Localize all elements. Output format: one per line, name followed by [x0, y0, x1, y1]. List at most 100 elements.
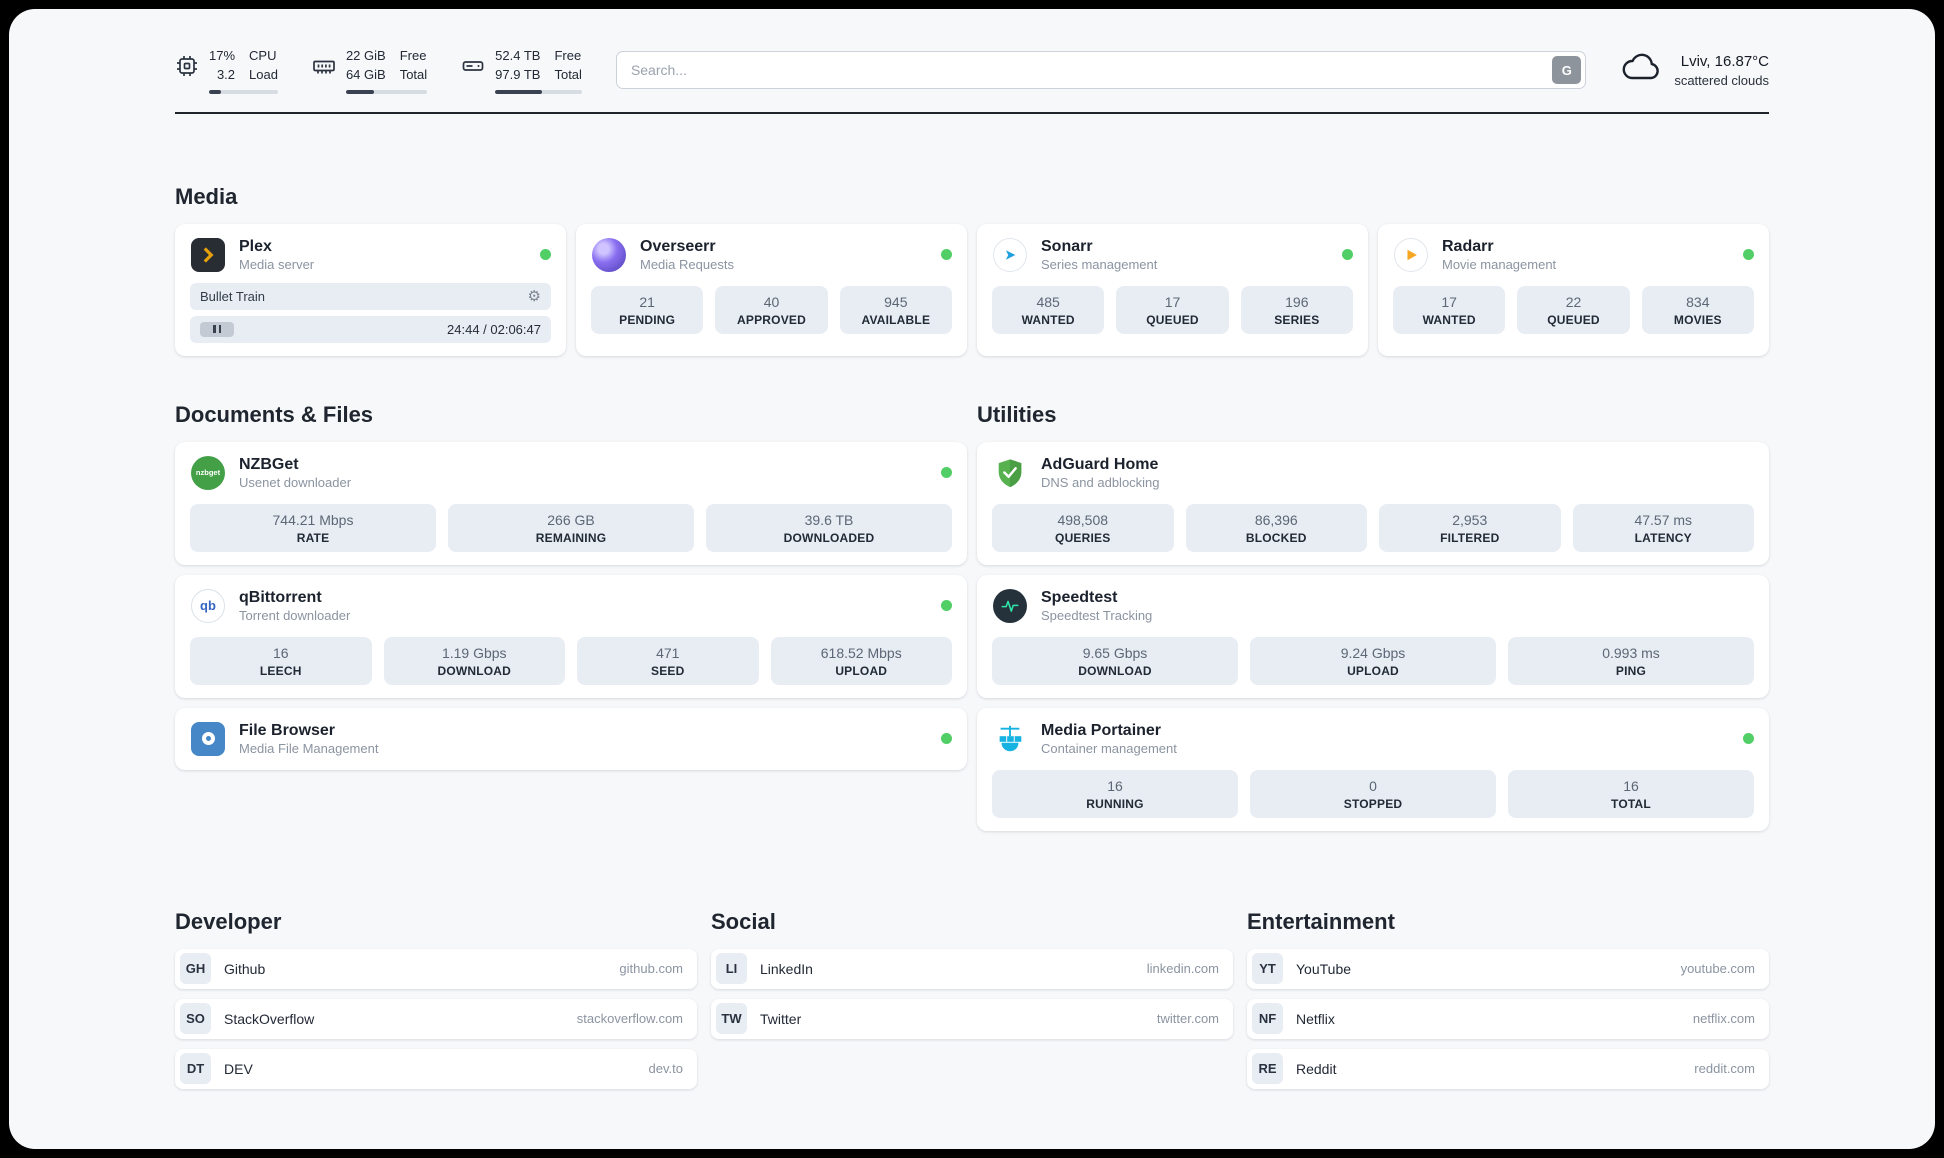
stat-tile: 16 LEECH [190, 636, 372, 685]
stat-tile: 47.57 ms LATENCY [1572, 503, 1754, 552]
section-title-entertainment: Entertainment [1247, 908, 1395, 934]
stat-tile: 9.65 Gbps DOWNLOAD [992, 636, 1238, 685]
player-controls-row: 24:44 / 02:06:47 [190, 315, 551, 343]
stackoverflow-badge: SO [180, 1003, 211, 1035]
app-subtitle: DNS and adblocking [1041, 474, 1160, 490]
disk-label-1: Free [554, 48, 582, 63]
app-name: NZBGet [239, 455, 299, 473]
app-card-qbittorrent[interactable]: qb qBittorrent Torrent downloader 16 [175, 574, 967, 698]
app-card-nzbget[interactable]: nzbget NZBGet Usenet downloader 744.21 M… [175, 441, 967, 565]
dashboard-page: 17% 3.2 CPU Load [9, 9, 1935, 1149]
disk-label-2: Total [554, 66, 582, 82]
stat-tile: 945 AVAILABLE [839, 285, 952, 334]
app-card-overseerr[interactable]: Overseerr Media Requests 21 PENDING 40 A… [576, 223, 967, 356]
section-documents: Documents & Files nzbget NZBGet Usenet d… [175, 402, 967, 770]
app-name: AdGuard Home [1041, 455, 1159, 473]
speedtest-icon [992, 588, 1028, 624]
cpu-percent: 17% [209, 48, 236, 63]
stat-tile: 266 GB REMAINING [448, 503, 694, 552]
status-dot [941, 467, 952, 479]
link-stackoverflow[interactable]: SO StackOverflow stackoverflow.com [175, 998, 697, 1039]
qbittorrent-icon: qb [190, 588, 226, 624]
cpu-load-value: 3.2 [216, 66, 236, 82]
playback-time: 24:44 / 02:06:47 [447, 321, 541, 337]
reddit-badge: RE [1252, 1053, 1283, 1085]
stat-tile: 834 MOVIES [1641, 285, 1754, 334]
status-dot [941, 733, 952, 745]
app-card-filebrowser[interactable]: File Browser Media File Management [175, 707, 967, 770]
app-card-portainer[interactable]: Media Portainer Container management 16 … [977, 707, 1769, 831]
filebrowser-icon [190, 721, 226, 757]
app-card-speedtest[interactable]: Speedtest Speedtest Tracking 9.65 Gbps D… [977, 574, 1769, 698]
link-youtube[interactable]: YT YouTube youtube.com [1247, 948, 1769, 989]
gear-icon[interactable]: ⚙ [527, 287, 541, 305]
app-subtitle: Series management [1041, 256, 1158, 272]
search-engine-button[interactable]: G [1552, 56, 1582, 85]
github-badge: GH [180, 953, 211, 985]
section-entertainment: Entertainment YT YouTube youtube.com NF … [1247, 909, 1769, 1089]
stat-tile: 21 PENDING [591, 285, 704, 334]
stat-tile: 39.6 TB DOWNLOADED [706, 503, 952, 552]
radarr-icon [1393, 237, 1429, 273]
section-title-media: Media [175, 183, 238, 209]
cpu-progress-bar [209, 89, 278, 94]
link-netflix[interactable]: NF Netflix netflix.com [1247, 998, 1769, 1039]
portainer-icon [992, 721, 1028, 757]
app-subtitle: Media server [239, 256, 315, 272]
app-subtitle: Media Requests [640, 256, 734, 272]
link-reddit[interactable]: RE Reddit reddit.com [1247, 1048, 1769, 1089]
section-utilities: Utilities [977, 402, 1769, 831]
app-card-adguard[interactable]: AdGuard Home DNS and adblocking 498,508 … [977, 441, 1769, 565]
nzbget-icon: nzbget [190, 455, 226, 491]
link-linkedin[interactable]: LI LinkedIn linkedin.com [711, 948, 1233, 989]
link-github[interactable]: GH Github github.com [175, 948, 697, 989]
search-input[interactable] [615, 51, 1587, 90]
disk-progress-bar [495, 89, 582, 94]
app-name: Radarr [1442, 237, 1494, 255]
cloud-icon [1620, 51, 1662, 90]
now-playing-title: Bullet Train [200, 288, 266, 304]
app-subtitle: Usenet downloader [239, 474, 352, 490]
stat-tile: 9.24 Gbps UPLOAD [1250, 636, 1496, 685]
app-name: Speedtest [1041, 588, 1118, 606]
stat-tile: 17 WANTED [1393, 285, 1506, 334]
header-divider [175, 111, 1769, 114]
stat-tile: 86,396 BLOCKED [1185, 503, 1367, 552]
app-name: Sonarr [1041, 237, 1093, 255]
app-name: File Browser [239, 721, 336, 739]
stat-tile: 0 STOPPED [1250, 769, 1496, 818]
section-title-social: Social [711, 908, 776, 934]
ram-label-1: Free [399, 48, 427, 63]
stat-tile: 498,508 QUERIES [992, 503, 1174, 552]
stat-tile: 0.993 ms PING [1508, 636, 1754, 685]
stat-tile: 196 SERIES [1240, 285, 1353, 334]
pause-button[interactable] [200, 321, 234, 337]
app-subtitle: Container management [1041, 740, 1177, 756]
weather-widget: Lviv, 16.87°C scattered clouds [1620, 51, 1769, 90]
youtube-badge: YT [1252, 953, 1283, 985]
disk-free-value: 52.4 TB [495, 48, 541, 63]
disk-metric: 52.4 TB 97.9 TB Free Total [461, 47, 582, 94]
ram-icon [312, 54, 336, 78]
status-dot [941, 600, 952, 612]
linkedin-badge: LI [716, 953, 747, 985]
status-dot [1743, 733, 1754, 745]
stat-tile: 618.52 Mbps UPLOAD [770, 636, 952, 685]
app-card-radarr[interactable]: Radarr Movie management 17 WANTED 22 QUE… [1378, 223, 1769, 356]
stat-tile: 485 WANTED [992, 285, 1105, 334]
app-subtitle: Speedtest Tracking [1041, 607, 1153, 623]
plex-icon [190, 237, 226, 273]
section-title-documents: Documents & Files [175, 401, 374, 427]
stat-tile: 40 APPROVED [715, 285, 828, 334]
sonarr-icon [992, 237, 1028, 273]
status-dot [1743, 249, 1754, 261]
ram-free-value: 22 GiB [345, 48, 386, 63]
weather-location: Lviv, 16.87°C [1680, 52, 1769, 70]
link-dev[interactable]: DT DEV dev.to [175, 1048, 697, 1089]
section-title-utilities: Utilities [977, 401, 1057, 427]
app-card-sonarr[interactable]: Sonarr Series management 485 WANTED 17 Q… [977, 223, 1368, 356]
link-twitter[interactable]: TW Twitter twitter.com [711, 998, 1233, 1039]
app-card-plex[interactable]: Plex Media server Bullet Train ⚙ 24:44 /… [175, 223, 566, 356]
section-social: Social LI LinkedIn linkedin.com TW Twitt… [711, 909, 1233, 1039]
status-dot [540, 249, 551, 261]
